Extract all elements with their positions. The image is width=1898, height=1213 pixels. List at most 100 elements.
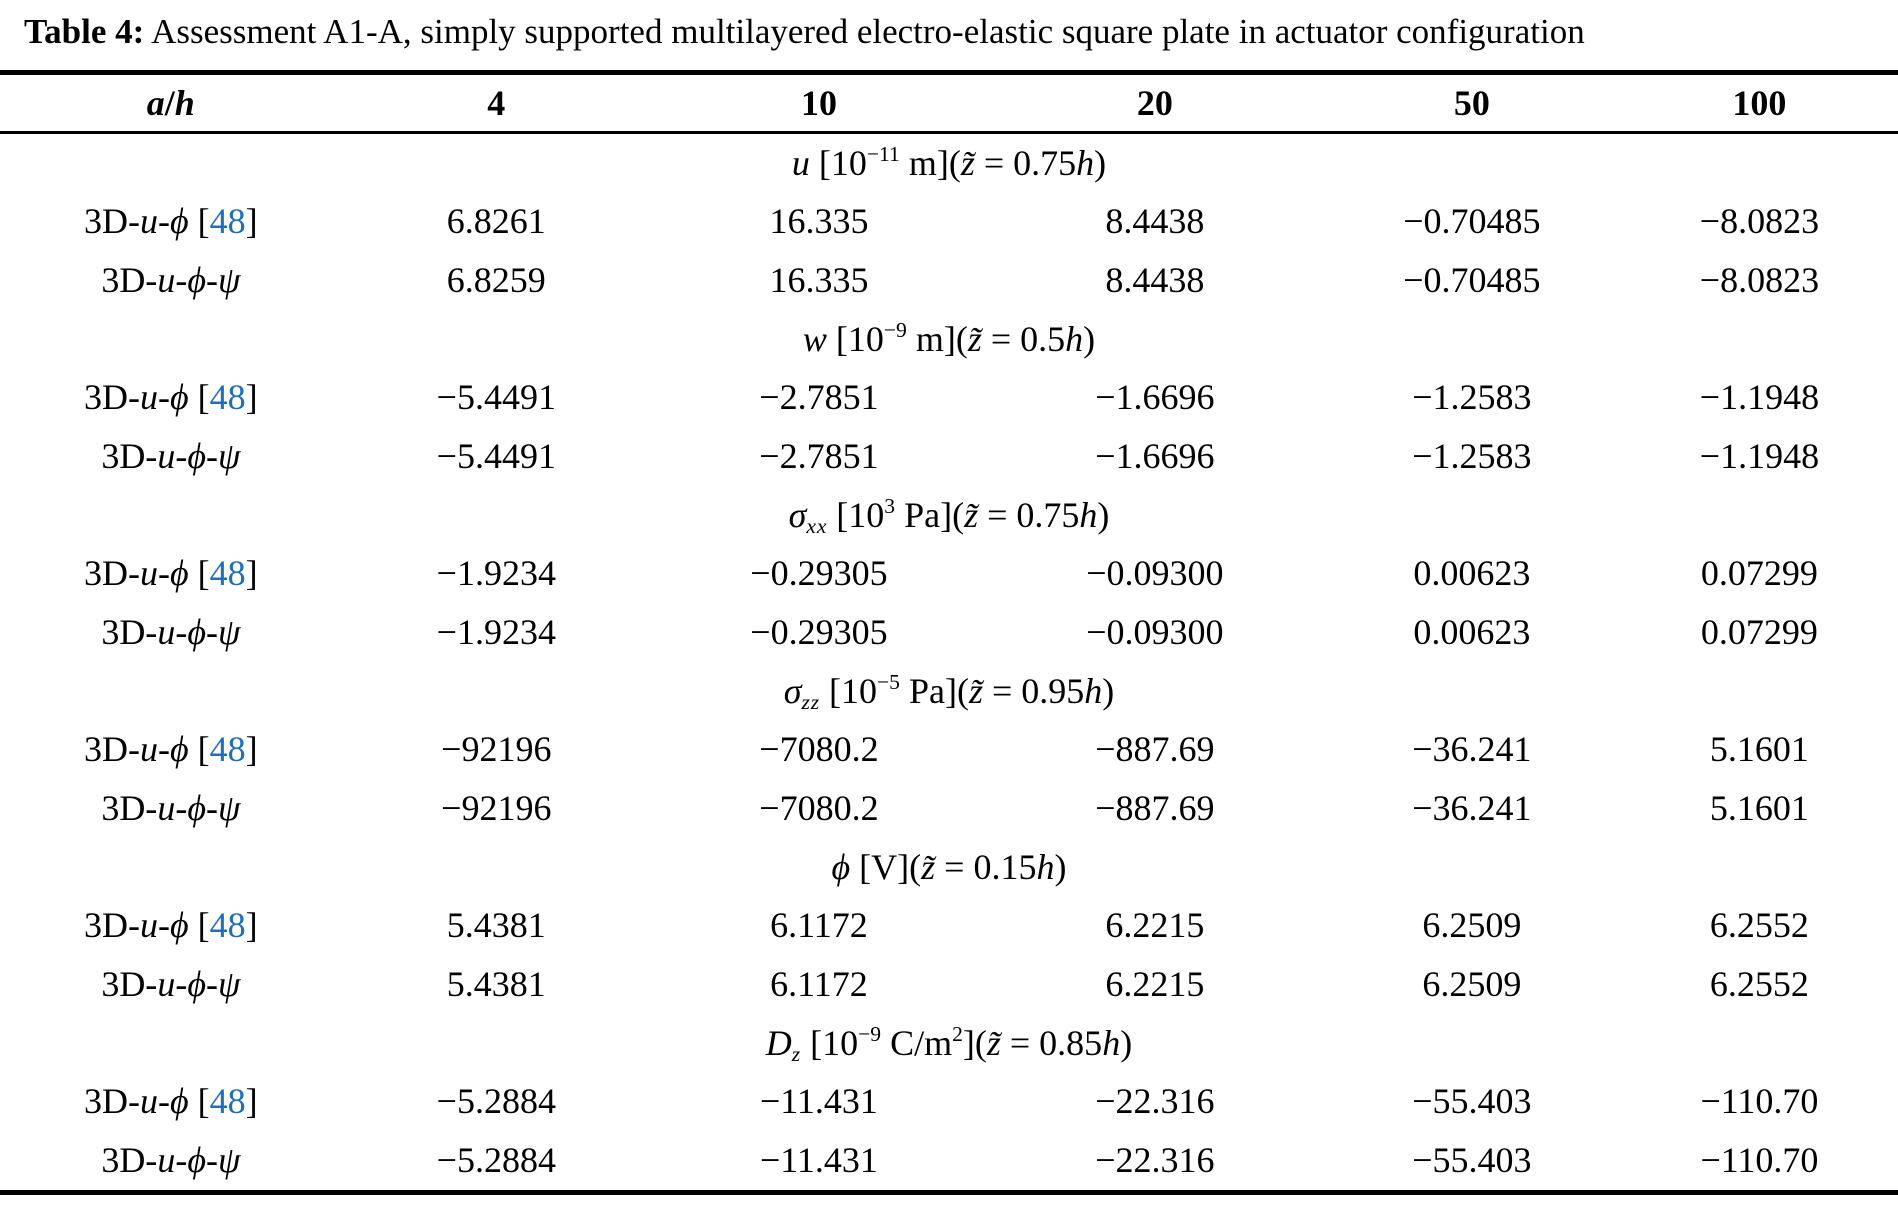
math-symbol: u xyxy=(139,729,158,770)
math-symbol: u xyxy=(157,612,176,653)
citation-link[interactable]: 48 xyxy=(209,729,246,770)
text-part: 3D- xyxy=(101,1140,158,1181)
section-header-row-sigma-zz-stress: σzz [10−5 Pa](z̃ = 0.95h) xyxy=(0,662,1898,720)
section-header-row-dz-electric-displacement: Dz [10−9 C/m2](z̃ = 0.85h) xyxy=(0,1014,1898,1072)
table-row: 3D-u-ϕ [48] −5.2884 −11.431 −22.316 −55.403 −… xyxy=(0,1072,1898,1131)
citation-link[interactable]: 48 xyxy=(209,1081,246,1122)
table-cell: −0.70485 xyxy=(1403,260,1541,301)
text-part: 3D- xyxy=(101,260,158,301)
text-part: xx xyxy=(806,513,828,538)
math-symbol: ψ xyxy=(217,788,241,829)
table-cell: −1.2583 xyxy=(1412,377,1532,418)
text-part: ] xyxy=(245,553,258,594)
text-part: ] xyxy=(245,377,258,418)
math-symbol: ϕ xyxy=(187,788,206,829)
column-header-4: 4 xyxy=(341,74,651,134)
text-part: −9 xyxy=(883,318,907,343)
table-cell: −1.1948 xyxy=(1699,436,1820,477)
table-cell: −2.7851 xyxy=(759,436,879,477)
text-part: ) xyxy=(1094,142,1107,183)
text-part: - xyxy=(175,964,188,1005)
text-part: ] xyxy=(245,729,258,770)
text-part: ) xyxy=(1102,670,1115,711)
row-label: 3D-u-ϕ-ψ xyxy=(0,1131,342,1190)
text-part: Pa]( xyxy=(895,494,965,535)
text-part: 3D- xyxy=(83,553,140,594)
table-row: 3D-u-ϕ [48] 6.8261 16.335 8.4438 −0.70485 −8.… xyxy=(0,192,1898,251)
column-header-10: 10 xyxy=(650,74,987,134)
math-symbol: ϕ xyxy=(187,612,206,653)
math-symbol: ϕ xyxy=(169,729,189,770)
table-row: 3D-u-ϕ-ψ 5.4381 6.1172 6.2215 6.2509 6.2552 xyxy=(0,955,1898,1014)
math-symbol: ϕ xyxy=(187,964,206,1005)
math-symbol: ϕ xyxy=(169,377,189,418)
math-symbol: u xyxy=(157,964,176,1005)
section-header-row-w-displacement: w [10−9 m](z̃ = 0.5h) xyxy=(0,310,1898,368)
table-cell: −5.4491 xyxy=(436,436,556,477)
text-part: = 0.85 xyxy=(1000,1022,1103,1063)
math-symbol: h xyxy=(1076,142,1095,183)
table-row: 3D-u-ϕ-ψ −5.4491 −2.7851 −1.6696 −1.2583 −1.1… xyxy=(0,427,1898,486)
citation-link[interactable]: 48 xyxy=(209,905,246,946)
text-part: - xyxy=(175,788,188,829)
table-cell: 6.1172 xyxy=(770,964,868,1005)
row-label: 3D-u-ϕ-ψ xyxy=(0,779,342,838)
column-header-50: 50 xyxy=(1322,74,1621,134)
z-tilde: z̃ xyxy=(964,494,979,535)
math-symbol: u xyxy=(157,1140,176,1181)
table-cell: 6.2509 xyxy=(1422,905,1522,946)
math-symbol: h xyxy=(1084,670,1103,711)
text-part: 3D- xyxy=(83,1081,140,1122)
math-symbol: h xyxy=(1065,318,1084,359)
row-label: 3D-u-ϕ-ψ xyxy=(0,955,342,1014)
table-row: 3D-u-ϕ [48] −1.9234 −0.29305 −0.09300 0.0062… xyxy=(0,544,1898,603)
text-part: - xyxy=(175,612,188,653)
text-part: ) xyxy=(1083,318,1096,359)
table-cell: −0.70485 xyxy=(1403,201,1541,242)
table-cell: −110.70 xyxy=(1700,1081,1819,1122)
table-cell: −7080.2 xyxy=(759,729,879,770)
text-part: - xyxy=(157,553,170,594)
column-header-ah: a/h xyxy=(0,74,342,134)
citation-link[interactable]: 48 xyxy=(209,553,246,594)
math-symbol: u xyxy=(157,436,176,477)
math-symbol: ψ xyxy=(217,436,241,477)
text-part: 3D- xyxy=(83,201,140,242)
results-table: a/h 4 10 20 50 100 u [10−11 m](z̃ = 0.75… xyxy=(0,74,1898,1190)
text-part: - xyxy=(157,905,170,946)
row-label: 3D-u-ϕ [48] xyxy=(0,192,342,251)
citation-link[interactable]: 48 xyxy=(209,377,246,418)
math-symbol: u xyxy=(157,260,176,301)
text-part: - xyxy=(205,260,218,301)
text-part: [ xyxy=(188,201,210,242)
text-part: 3D- xyxy=(101,436,158,477)
table-frame: a/h 4 10 20 50 100 u [10−11 m](z̃ = 0.75… xyxy=(0,69,1898,1195)
text-part: - xyxy=(205,964,218,1005)
math-symbol: ϕ xyxy=(169,553,189,594)
text-part: = 0.75 xyxy=(978,494,1080,535)
section-header-row-phi-potential: ϕ [V](z̃ = 0.15h) xyxy=(0,838,1898,896)
text-part: - xyxy=(175,436,188,477)
table-cell: −11.431 xyxy=(759,1081,878,1122)
math-symbol: u xyxy=(139,1081,158,1122)
row-label: 3D-u-ϕ [48] xyxy=(0,1072,342,1131)
math-symbol: h xyxy=(1036,846,1055,887)
text-part: [ xyxy=(188,905,210,946)
text-part: C/m xyxy=(881,1022,953,1063)
text-part: 2 xyxy=(952,1022,963,1047)
text-part: [ xyxy=(188,377,210,418)
table-head: a/h 4 10 20 50 100 xyxy=(0,74,1898,134)
table-row: 3D-u-ϕ [48] 5.4381 6.1172 6.2215 6.2509 6.255… xyxy=(0,896,1898,955)
table-cell: 0.00623 xyxy=(1413,612,1531,653)
table-cell: −55.403 xyxy=(1412,1081,1532,1122)
header-row: a/h 4 10 20 50 100 xyxy=(0,74,1898,134)
text-part: Pa]( xyxy=(899,670,969,711)
table-cell: −1.9234 xyxy=(436,612,556,653)
text-part: = 0.5 xyxy=(981,318,1066,359)
table-cell: 0.07299 xyxy=(1700,553,1818,594)
citation-link[interactable]: 48 xyxy=(209,201,246,242)
section-header-u-displacement: u [10−11 m](z̃ = 0.75h) xyxy=(0,132,1898,192)
table-cell: 6.2552 xyxy=(1709,964,1809,1005)
text-part: - xyxy=(205,612,218,653)
column-header-20: 20 xyxy=(986,74,1323,134)
